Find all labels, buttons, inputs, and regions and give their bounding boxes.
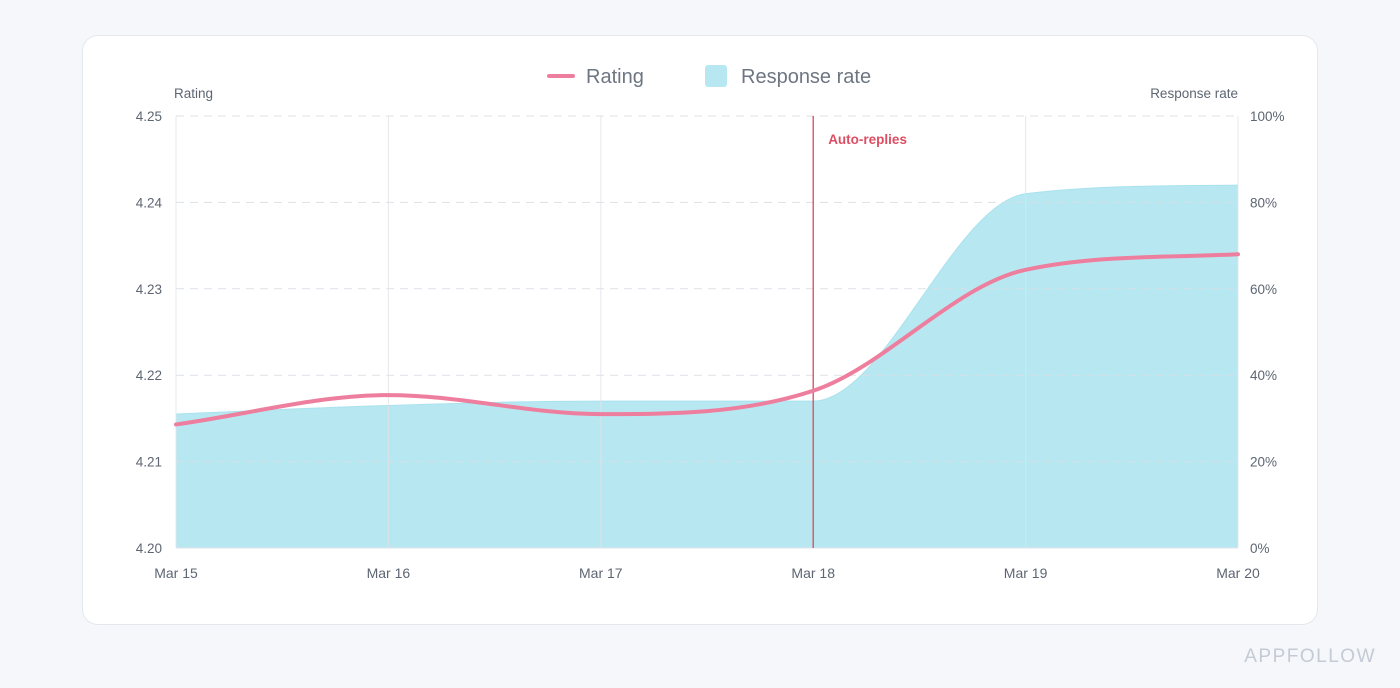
y-right-axis-title: Response rate xyxy=(1150,86,1238,101)
auto-replies-label: Auto-replies xyxy=(828,132,907,147)
legend-response-rate-swatch xyxy=(705,65,727,87)
x-tick-label: Mar 15 xyxy=(154,565,198,581)
legend-response-rate-label: Response rate xyxy=(741,66,871,88)
x-tick-label: Mar 16 xyxy=(367,565,411,581)
y-left-tick-label: 4.23 xyxy=(136,282,162,297)
response-rate-area-edge xyxy=(175,184,1239,415)
y-left-axis-title: Rating xyxy=(174,86,213,101)
y-right-tick-label: 20% xyxy=(1250,455,1277,470)
appfollow-logo: APPFOLLOW xyxy=(1244,646,1376,667)
y-left-tick-label: 4.21 xyxy=(136,455,162,470)
x-tick-label: Mar 19 xyxy=(1004,565,1048,581)
chart-card: Auto-replies 4.20 4.21 4.22 4.23 4.24 4.25 0% 20… xyxy=(82,35,1318,625)
combo-chart: Auto-replies 4.20 4.21 4.22 4.23 4.24 4.25 0% 20… xyxy=(136,65,1285,581)
x-tick-label: Mar 18 xyxy=(791,565,835,581)
y-left-tick-label: 4.22 xyxy=(136,368,162,383)
legend-rating-label: Rating xyxy=(586,66,644,88)
x-tick-label: Mar 17 xyxy=(579,565,623,581)
y-left-tick-label: 4.24 xyxy=(136,195,163,210)
y-left-tick-label: 4.25 xyxy=(136,109,162,124)
y-right-tick-label: 100% xyxy=(1250,109,1285,124)
y-left-tick-label: 4.20 xyxy=(136,541,162,556)
y-right-tick-label: 40% xyxy=(1250,368,1277,383)
rating-line xyxy=(174,252,1240,427)
y-right-tick-label: 60% xyxy=(1250,282,1277,297)
x-tick-label: Mar 20 xyxy=(1216,565,1260,581)
y-right-tick-label: 80% xyxy=(1250,195,1277,210)
y-right-tick-label: 0% xyxy=(1250,541,1270,556)
response-rate-area xyxy=(176,185,1238,548)
